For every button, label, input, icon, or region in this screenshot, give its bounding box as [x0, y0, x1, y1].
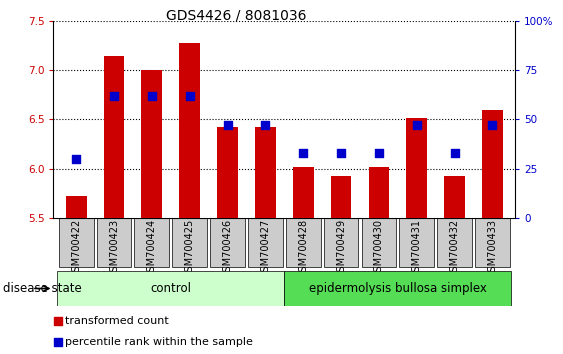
- Text: percentile rank within the sample: percentile rank within the sample: [65, 337, 252, 347]
- Point: [337, 150, 346, 156]
- FancyBboxPatch shape: [399, 218, 434, 267]
- Point: [488, 122, 497, 128]
- FancyBboxPatch shape: [248, 218, 283, 267]
- FancyBboxPatch shape: [286, 218, 321, 267]
- FancyBboxPatch shape: [135, 218, 169, 267]
- Text: GSM700423: GSM700423: [109, 219, 119, 278]
- Text: GSM700427: GSM700427: [261, 219, 270, 279]
- Text: GSM700430: GSM700430: [374, 219, 384, 278]
- Text: GSM700422: GSM700422: [71, 219, 81, 279]
- Bar: [141, 70, 162, 218]
- Point: [412, 122, 421, 128]
- Text: GSM700426: GSM700426: [222, 219, 233, 278]
- FancyBboxPatch shape: [437, 218, 472, 267]
- Point: [72, 156, 81, 161]
- FancyBboxPatch shape: [59, 218, 93, 267]
- Bar: [369, 167, 390, 218]
- FancyBboxPatch shape: [475, 218, 510, 267]
- Bar: [217, 127, 238, 218]
- Text: transformed count: transformed count: [65, 316, 168, 326]
- Point: [261, 122, 270, 128]
- Bar: [104, 56, 124, 218]
- Point: [225, 246, 234, 251]
- Point: [110, 93, 119, 99]
- Text: disease state: disease state: [3, 282, 82, 295]
- Text: GSM700433: GSM700433: [488, 219, 498, 278]
- Text: GSM700428: GSM700428: [298, 219, 308, 278]
- Bar: [179, 43, 200, 218]
- FancyBboxPatch shape: [210, 218, 245, 267]
- Bar: [444, 176, 465, 218]
- FancyBboxPatch shape: [361, 218, 396, 267]
- Point: [374, 150, 383, 156]
- Text: GSM700425: GSM700425: [185, 219, 195, 279]
- Text: GSM700432: GSM700432: [450, 219, 459, 278]
- FancyBboxPatch shape: [57, 271, 284, 306]
- Point: [299, 150, 308, 156]
- FancyBboxPatch shape: [97, 218, 131, 267]
- Text: GSM700429: GSM700429: [336, 219, 346, 278]
- Bar: [255, 127, 276, 218]
- Bar: [293, 167, 314, 218]
- Point: [450, 150, 459, 156]
- Point: [225, 61, 234, 67]
- FancyBboxPatch shape: [172, 218, 207, 267]
- Text: control: control: [150, 282, 191, 295]
- Bar: [482, 110, 503, 218]
- Point: [148, 93, 157, 99]
- Point: [223, 122, 232, 128]
- Text: GSM700424: GSM700424: [147, 219, 157, 278]
- Point: [185, 93, 194, 99]
- Text: GDS4426 / 8081036: GDS4426 / 8081036: [166, 9, 307, 23]
- FancyBboxPatch shape: [324, 218, 359, 267]
- FancyBboxPatch shape: [284, 271, 511, 306]
- Text: GSM700431: GSM700431: [412, 219, 422, 278]
- Bar: [66, 196, 87, 218]
- Bar: [330, 176, 351, 218]
- Text: epidermolysis bullosa simplex: epidermolysis bullosa simplex: [309, 282, 487, 295]
- Bar: [406, 118, 427, 218]
